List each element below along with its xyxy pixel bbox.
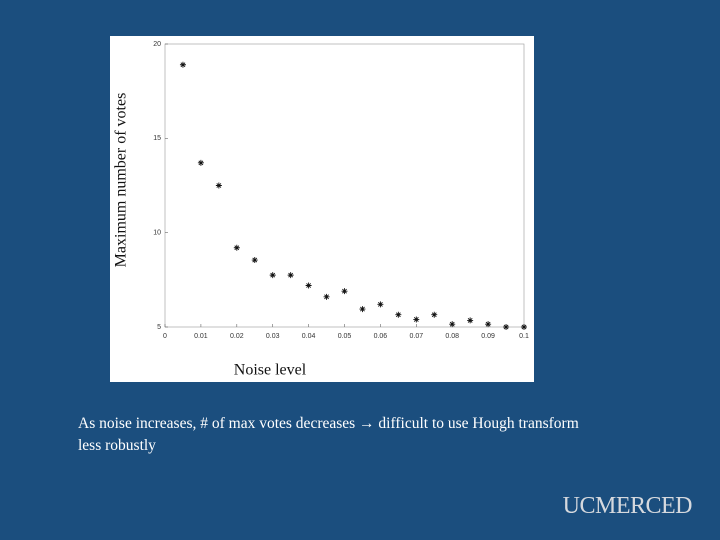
- x-axis-title: Noise level: [234, 362, 307, 379]
- x-tick-label: 0.05: [338, 333, 352, 340]
- x-tick-label: 0.07: [409, 333, 423, 340]
- logo: UCMERCED: [562, 493, 693, 519]
- point: [323, 293, 330, 300]
- point: [485, 321, 492, 328]
- point: [233, 244, 240, 251]
- point: [179, 61, 186, 68]
- point: [215, 182, 222, 189]
- point: [251, 257, 258, 264]
- chart-background: [110, 36, 534, 382]
- y-tick-label: 5: [157, 324, 161, 331]
- x-tick-label: 0.02: [230, 333, 244, 340]
- point: [521, 324, 527, 330]
- x-tick-label: 0.08: [445, 333, 459, 340]
- x-tick-label: 0.1: [519, 333, 529, 340]
- x-tick-label: 0.03: [266, 333, 280, 340]
- point: [431, 311, 438, 318]
- x-tick-label: 0: [163, 333, 167, 340]
- point: [341, 288, 348, 295]
- x-tick-label: 0.04: [302, 333, 316, 340]
- y-tick-label: 10: [153, 230, 161, 237]
- x-tick-label: 0.09: [481, 333, 495, 340]
- point: [413, 316, 420, 323]
- point: [269, 272, 276, 279]
- y-axis-title: Maximum number of votes: [113, 93, 130, 268]
- y-tick-label: 15: [153, 135, 161, 142]
- point: [503, 324, 510, 330]
- point: [287, 272, 294, 279]
- point: [305, 282, 312, 289]
- point: [467, 317, 474, 324]
- point: [377, 301, 384, 308]
- point: [197, 159, 204, 166]
- caption: As noise increases, # of max votes decre…: [78, 415, 579, 454]
- y-tick-label: 20: [153, 41, 161, 48]
- point: [395, 311, 402, 318]
- x-tick-label: 0.01: [194, 333, 208, 340]
- point: [449, 321, 456, 328]
- x-tick-label: 0.06: [374, 333, 388, 340]
- point: [359, 306, 366, 313]
